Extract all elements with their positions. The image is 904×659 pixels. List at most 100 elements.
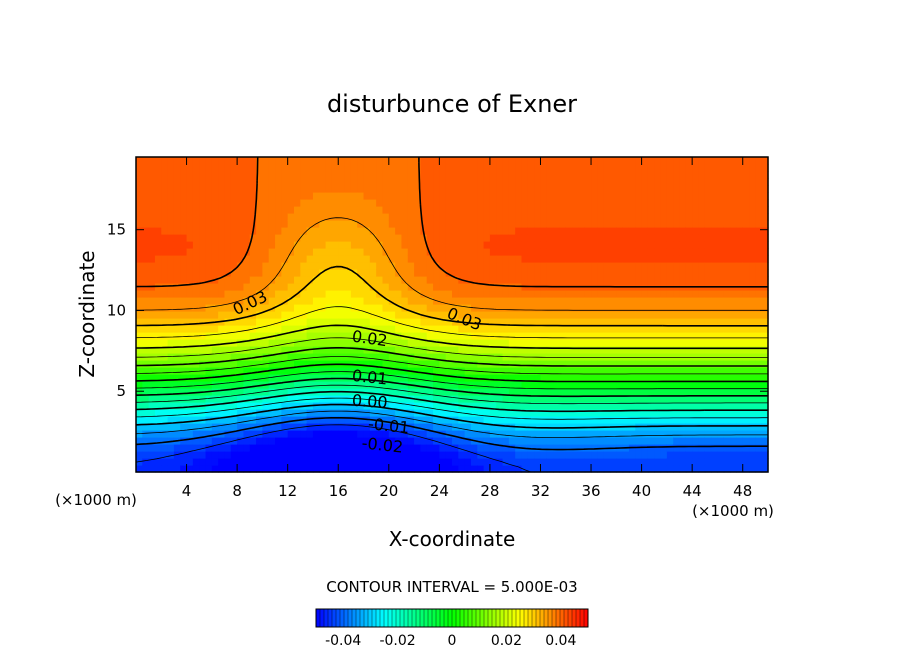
- field-cell: [477, 262, 485, 270]
- field-cell: [635, 262, 643, 270]
- field-cell: [610, 325, 617, 333]
- field-cell: [224, 192, 232, 200]
- field-cell: [603, 402, 611, 410]
- field-cell: [502, 402, 510, 410]
- field-cell: [603, 437, 611, 445]
- field-cell: [508, 304, 516, 312]
- field-cell: [572, 269, 579, 277]
- field-cell: [395, 262, 403, 270]
- field-cell: [458, 353, 466, 361]
- field-cell: [660, 430, 668, 438]
- field-cell: [565, 220, 573, 228]
- field-cell: [167, 325, 175, 333]
- field-cell: [679, 409, 687, 417]
- field-cell: [363, 234, 371, 242]
- field-cell: [597, 255, 605, 263]
- field-cell: [685, 311, 693, 319]
- field-cell: [426, 388, 434, 396]
- field-cell: [281, 395, 289, 403]
- field-cell: [344, 409, 352, 417]
- field-cell: [401, 402, 409, 410]
- field-cell: [565, 157, 573, 165]
- field-cell: [458, 255, 466, 263]
- field-cell: [749, 241, 756, 249]
- field-cell: [167, 157, 175, 165]
- field-cell: [496, 374, 504, 382]
- field-cell: [180, 283, 188, 291]
- field-cell: [161, 409, 169, 417]
- field-cell: [477, 381, 485, 389]
- field-cell: [477, 416, 485, 424]
- field-cell: [350, 290, 358, 298]
- field-cell: [382, 241, 390, 249]
- field-cell: [186, 220, 194, 228]
- field-cell: [597, 178, 605, 186]
- field-cell: [502, 388, 510, 396]
- field-cell: [382, 234, 390, 242]
- field-cell: [717, 178, 725, 186]
- field-cell: [477, 171, 485, 179]
- field-cell: [224, 395, 232, 403]
- field-cell: [357, 360, 365, 368]
- field-cell: [382, 437, 390, 445]
- field-cell: [616, 409, 624, 417]
- field-cell: [192, 171, 200, 179]
- field-cell: [224, 360, 232, 368]
- field-cell: [502, 346, 510, 354]
- field-cell: [660, 297, 668, 305]
- field-cell: [192, 465, 200, 473]
- field-cell: [711, 325, 719, 333]
- colorbar-swatch: [344, 609, 349, 627]
- field-cell: [357, 465, 365, 473]
- field-cell: [407, 402, 415, 410]
- field-cell: [237, 458, 245, 466]
- field-cell: [534, 374, 542, 382]
- field-cell: [395, 409, 403, 417]
- field-cell: [647, 388, 655, 396]
- field-cell: [755, 171, 763, 179]
- field-cell: [628, 199, 636, 207]
- field-cell: [527, 465, 535, 473]
- field-cell: [749, 374, 756, 382]
- field-cell: [192, 290, 200, 298]
- colorbar-swatch: [476, 609, 481, 627]
- field-cell: [148, 276, 156, 284]
- field-cell: [565, 339, 573, 347]
- field-cell: [388, 220, 396, 228]
- field-cell: [237, 311, 245, 319]
- field-cell: [679, 451, 687, 459]
- field-cell: [496, 269, 504, 277]
- field-cell: [338, 276, 346, 284]
- field-cell: [312, 353, 320, 361]
- x-tick-label: 20: [379, 482, 398, 500]
- field-cell: [338, 171, 346, 179]
- field-cell: [167, 381, 175, 389]
- field-cell: [704, 297, 712, 305]
- field-cell: [534, 213, 542, 221]
- field-cell: [142, 395, 150, 403]
- field-cell: [312, 458, 320, 466]
- field-cell: [205, 227, 213, 235]
- field-cell: [698, 276, 706, 284]
- field-cell: [350, 430, 358, 438]
- field-cell: [647, 220, 655, 228]
- field-cell: [401, 269, 409, 277]
- field-cell: [344, 290, 352, 298]
- field-cell: [540, 374, 548, 382]
- field-cell: [331, 234, 339, 242]
- field-cell: [350, 185, 358, 193]
- field-cell: [540, 437, 548, 445]
- field-cell: [736, 381, 744, 389]
- field-cell: [489, 423, 497, 431]
- field-cell: [546, 276, 554, 284]
- field-cell: [281, 199, 289, 207]
- field-cell: [388, 374, 396, 382]
- field-cell: [148, 206, 156, 214]
- field-cell: [553, 318, 561, 326]
- field-cell: [148, 430, 156, 438]
- field-cell: [287, 192, 295, 200]
- field-cell: [243, 283, 251, 291]
- field-cell: [142, 437, 150, 445]
- field-cell: [268, 395, 276, 403]
- field-cell: [275, 416, 282, 424]
